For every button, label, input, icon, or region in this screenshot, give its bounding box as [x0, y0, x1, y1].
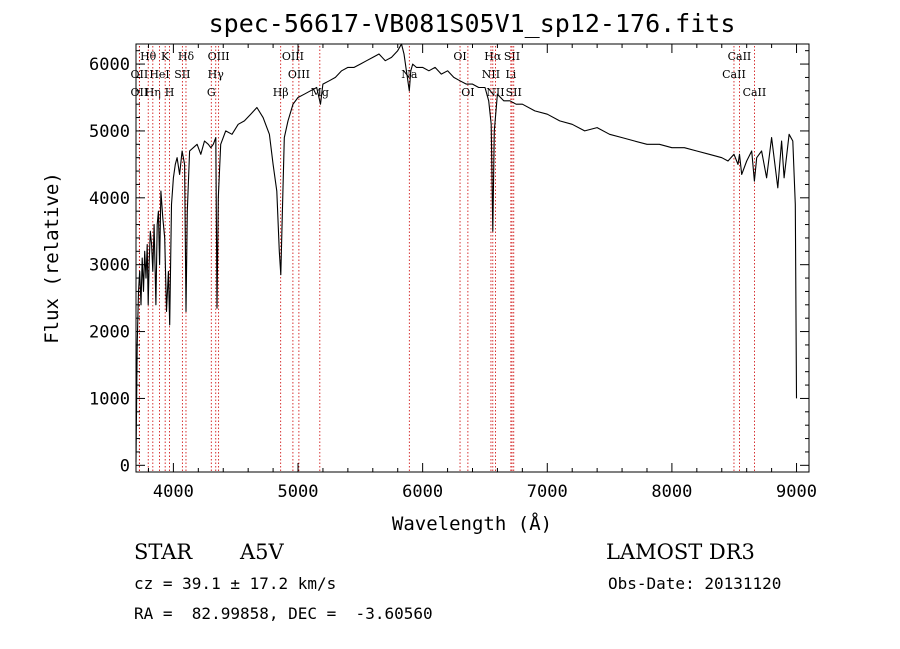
- y-axis: 0 1000 2000 3000 4000 5000 6000: [89, 50, 809, 476]
- line-marker-label: SII: [504, 50, 520, 63]
- y-tick-label: 0: [120, 456, 130, 476]
- survey-name: LAMOST DR3: [606, 540, 755, 564]
- line-marker-label: OIII: [282, 50, 304, 63]
- line-marker-label: K: [161, 50, 170, 63]
- y-tick-label: 4000: [89, 189, 130, 209]
- x-tick-label: 7000: [527, 482, 568, 502]
- line-marker-label: SII: [174, 68, 190, 81]
- x-axis: 4000 5000 6000 7000 8000 9000: [147, 44, 817, 502]
- line-marker-label: Mg: [311, 86, 329, 99]
- line-marker-label: OI: [461, 86, 474, 99]
- x-tick-label: 6000: [402, 482, 443, 502]
- object-class: STAR: [134, 540, 193, 564]
- x-tick-label: 8000: [651, 482, 692, 502]
- line-marker-label: HeI: [149, 68, 169, 81]
- plot-frame: [135, 43, 810, 473]
- y-tick-label: 1000: [89, 389, 130, 409]
- line-marker-label: OIII: [288, 68, 310, 81]
- x-tick-label: 5000: [278, 482, 319, 502]
- observation-date: Obs-Date: 20131120: [608, 574, 782, 593]
- redshift-velocity: cz = 39.1 ± 17.2 km/s: [134, 574, 337, 593]
- line-marker-label: CaII: [722, 68, 746, 81]
- line-marker-label: Hδ: [178, 50, 195, 63]
- line-marker-label: Li: [505, 68, 516, 81]
- line-marker-label: Hθ: [140, 50, 157, 63]
- object-subclass: A5V: [240, 540, 284, 564]
- line-marker-label: Hβ: [273, 86, 289, 99]
- line-marker-label: SII: [506, 86, 522, 99]
- line-marker-label: NII: [486, 86, 504, 99]
- line-marker-label: Hα: [484, 50, 502, 63]
- line-marker-label: OII: [131, 86, 149, 99]
- line-marker-label: G: [207, 86, 216, 99]
- y-axis-label: Flux (relative): [41, 172, 63, 344]
- line-marker-label: Hγ: [208, 68, 225, 81]
- y-tick-label: 2000: [89, 323, 130, 343]
- line-marker-label: CaII: [743, 86, 767, 99]
- y-tick-label: 5000: [89, 122, 130, 142]
- spectrum-line: [135, 43, 798, 463]
- chart-title: spec-56617-VB081S05V1_sp12-176.fits: [209, 9, 736, 38]
- line-marker-label: H: [165, 86, 175, 99]
- x-tick-label: 4000: [153, 482, 194, 502]
- line-marker-label: OI: [453, 50, 466, 63]
- x-tick-label: 9000: [776, 482, 817, 502]
- line-marker-label: NII: [482, 68, 500, 81]
- line-marker-label: OIII: [208, 50, 230, 63]
- y-tick-label: 6000: [89, 55, 130, 75]
- x-axis-label: Wavelength (Å): [392, 512, 552, 535]
- spectrum-series: [135, 43, 798, 463]
- line-marker-label: Hη: [145, 86, 161, 99]
- line-marker-label: CaII: [728, 50, 752, 63]
- sky-coordinates: RA = 82.99858, DEC = -3.60560: [134, 604, 433, 623]
- y-tick-label: 3000: [89, 256, 130, 276]
- line-marker-label: Na: [401, 68, 418, 81]
